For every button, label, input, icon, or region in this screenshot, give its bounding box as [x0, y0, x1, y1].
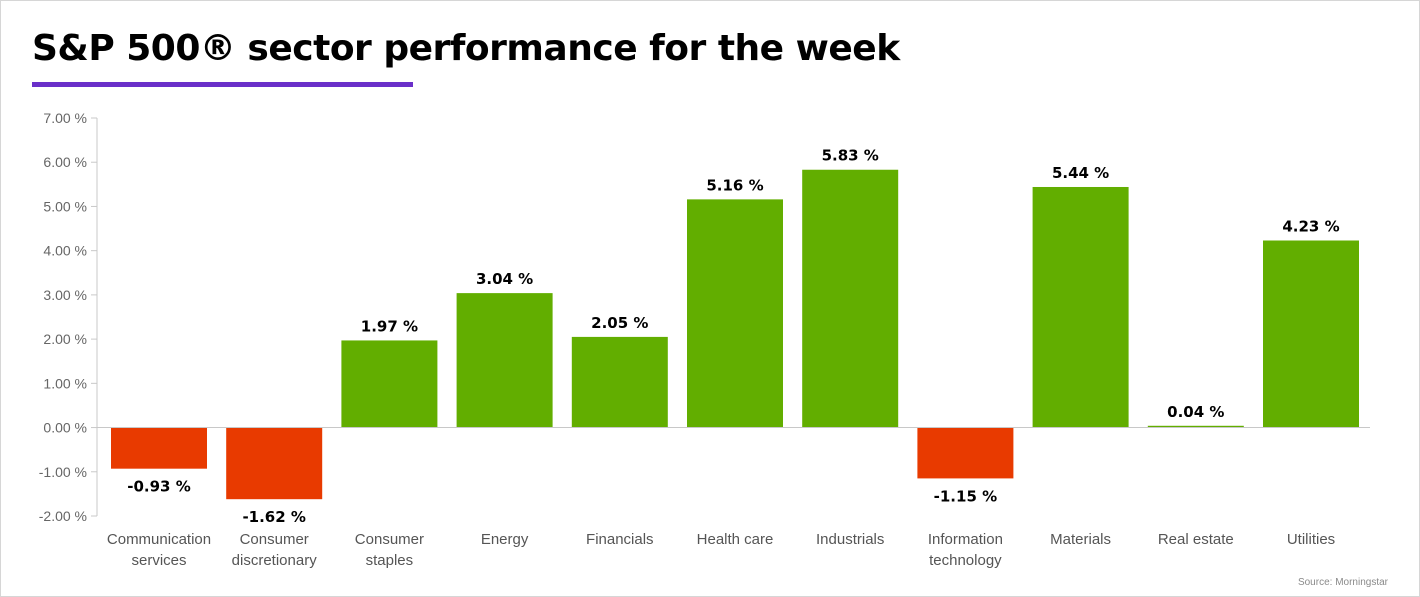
- y-tick-label: 6.00 %: [43, 154, 87, 170]
- bar: [571, 336, 668, 428]
- y-tick-label: -2.00 %: [39, 508, 87, 524]
- x-tick-label-line: Utilities: [1287, 531, 1335, 548]
- x-tick-label-line: Financials: [586, 531, 654, 548]
- x-tick-label-line: Consumer: [240, 531, 309, 548]
- x-tick-label: Communication services: [107, 531, 211, 569]
- y-tick-label: -1.00 %: [39, 464, 87, 480]
- x-tick-label: Materials: [1050, 531, 1111, 548]
- bar: [917, 427, 1014, 479]
- x-tick-label: Information technology: [928, 531, 1003, 569]
- x-tick-label-line: Consumer: [355, 531, 424, 548]
- x-tick-label-line: Information: [928, 531, 1003, 548]
- data-label: -1.15 %: [934, 487, 998, 505]
- y-tick-label: 1.00 %: [43, 375, 87, 391]
- x-tick-label: Consumer discretionary: [232, 531, 318, 569]
- source-note: Source: Morningstar: [1297, 577, 1388, 588]
- x-tick-label: Financials: [586, 531, 654, 548]
- category-labels: Communication services Consumer discretiona…: [107, 531, 1335, 569]
- x-tick-label-line: services: [131, 552, 186, 569]
- y-tick-label: 7.00 %: [43, 110, 87, 126]
- y-axis: 7.00 % 6.00 % 5.00 % 4.00 % 3.00 % 2.00 % 1.00…: [39, 110, 98, 524]
- data-label: 3.04 %: [476, 270, 533, 288]
- chart-title: S&P 500® sector performance for the week: [32, 28, 900, 69]
- x-tick-label: Consumer staples: [355, 531, 424, 569]
- x-tick-label-line: Communication: [107, 531, 211, 548]
- x-tick-label-line: technology: [929, 552, 1002, 569]
- x-tick-label-line: Health care: [697, 531, 774, 548]
- bar: [341, 340, 438, 428]
- y-tick-label: 4.00 %: [43, 243, 87, 259]
- x-tick-label: Real estate: [1158, 531, 1234, 548]
- bar: [687, 199, 783, 428]
- data-label: 0.04 %: [1167, 403, 1224, 421]
- title-underline: [32, 82, 413, 87]
- x-tick-label: Utilities: [1287, 531, 1335, 548]
- bar: [111, 427, 207, 469]
- y-tick-label: 3.00 %: [43, 287, 87, 303]
- bar: [1147, 425, 1244, 428]
- x-tick-label-line: Industrials: [816, 531, 884, 548]
- bar: [1263, 240, 1359, 428]
- bars: [111, 169, 1359, 500]
- y-tick-label: 0.00 %: [43, 420, 87, 436]
- bar: [1032, 186, 1129, 428]
- y-tick-label: 2.00 %: [43, 331, 87, 347]
- data-label: 1.97 %: [361, 317, 418, 335]
- bar: [456, 293, 553, 428]
- x-tick-label: Energy: [481, 531, 529, 548]
- x-tick-label-line: Materials: [1050, 531, 1111, 548]
- x-tick-label: Industrials: [816, 531, 884, 548]
- x-tick-label-line: staples: [366, 552, 414, 569]
- x-tick-label: Health care: [697, 531, 774, 548]
- value-labels: -0.93 % -1.62 % 1.97 % 3.04 % 2.05 % 5.16 % 5.…: [127, 147, 1339, 526]
- data-label: 5.44 %: [1052, 164, 1109, 182]
- x-tick-label-line: Energy: [481, 531, 529, 548]
- data-label: 4.23 %: [1282, 217, 1339, 235]
- y-tick-label: 5.00 %: [43, 198, 87, 214]
- data-label: -0.93 %: [127, 478, 191, 496]
- x-tick-label-line: discretionary: [232, 552, 318, 569]
- data-label: 5.16 %: [706, 176, 763, 194]
- bar: [802, 169, 899, 428]
- x-tick-label-line: Real estate: [1158, 531, 1234, 548]
- data-label: -1.62 %: [242, 508, 306, 526]
- bar: [226, 427, 323, 500]
- data-label: 2.05 %: [591, 314, 648, 332]
- data-label: 5.83 %: [822, 147, 879, 165]
